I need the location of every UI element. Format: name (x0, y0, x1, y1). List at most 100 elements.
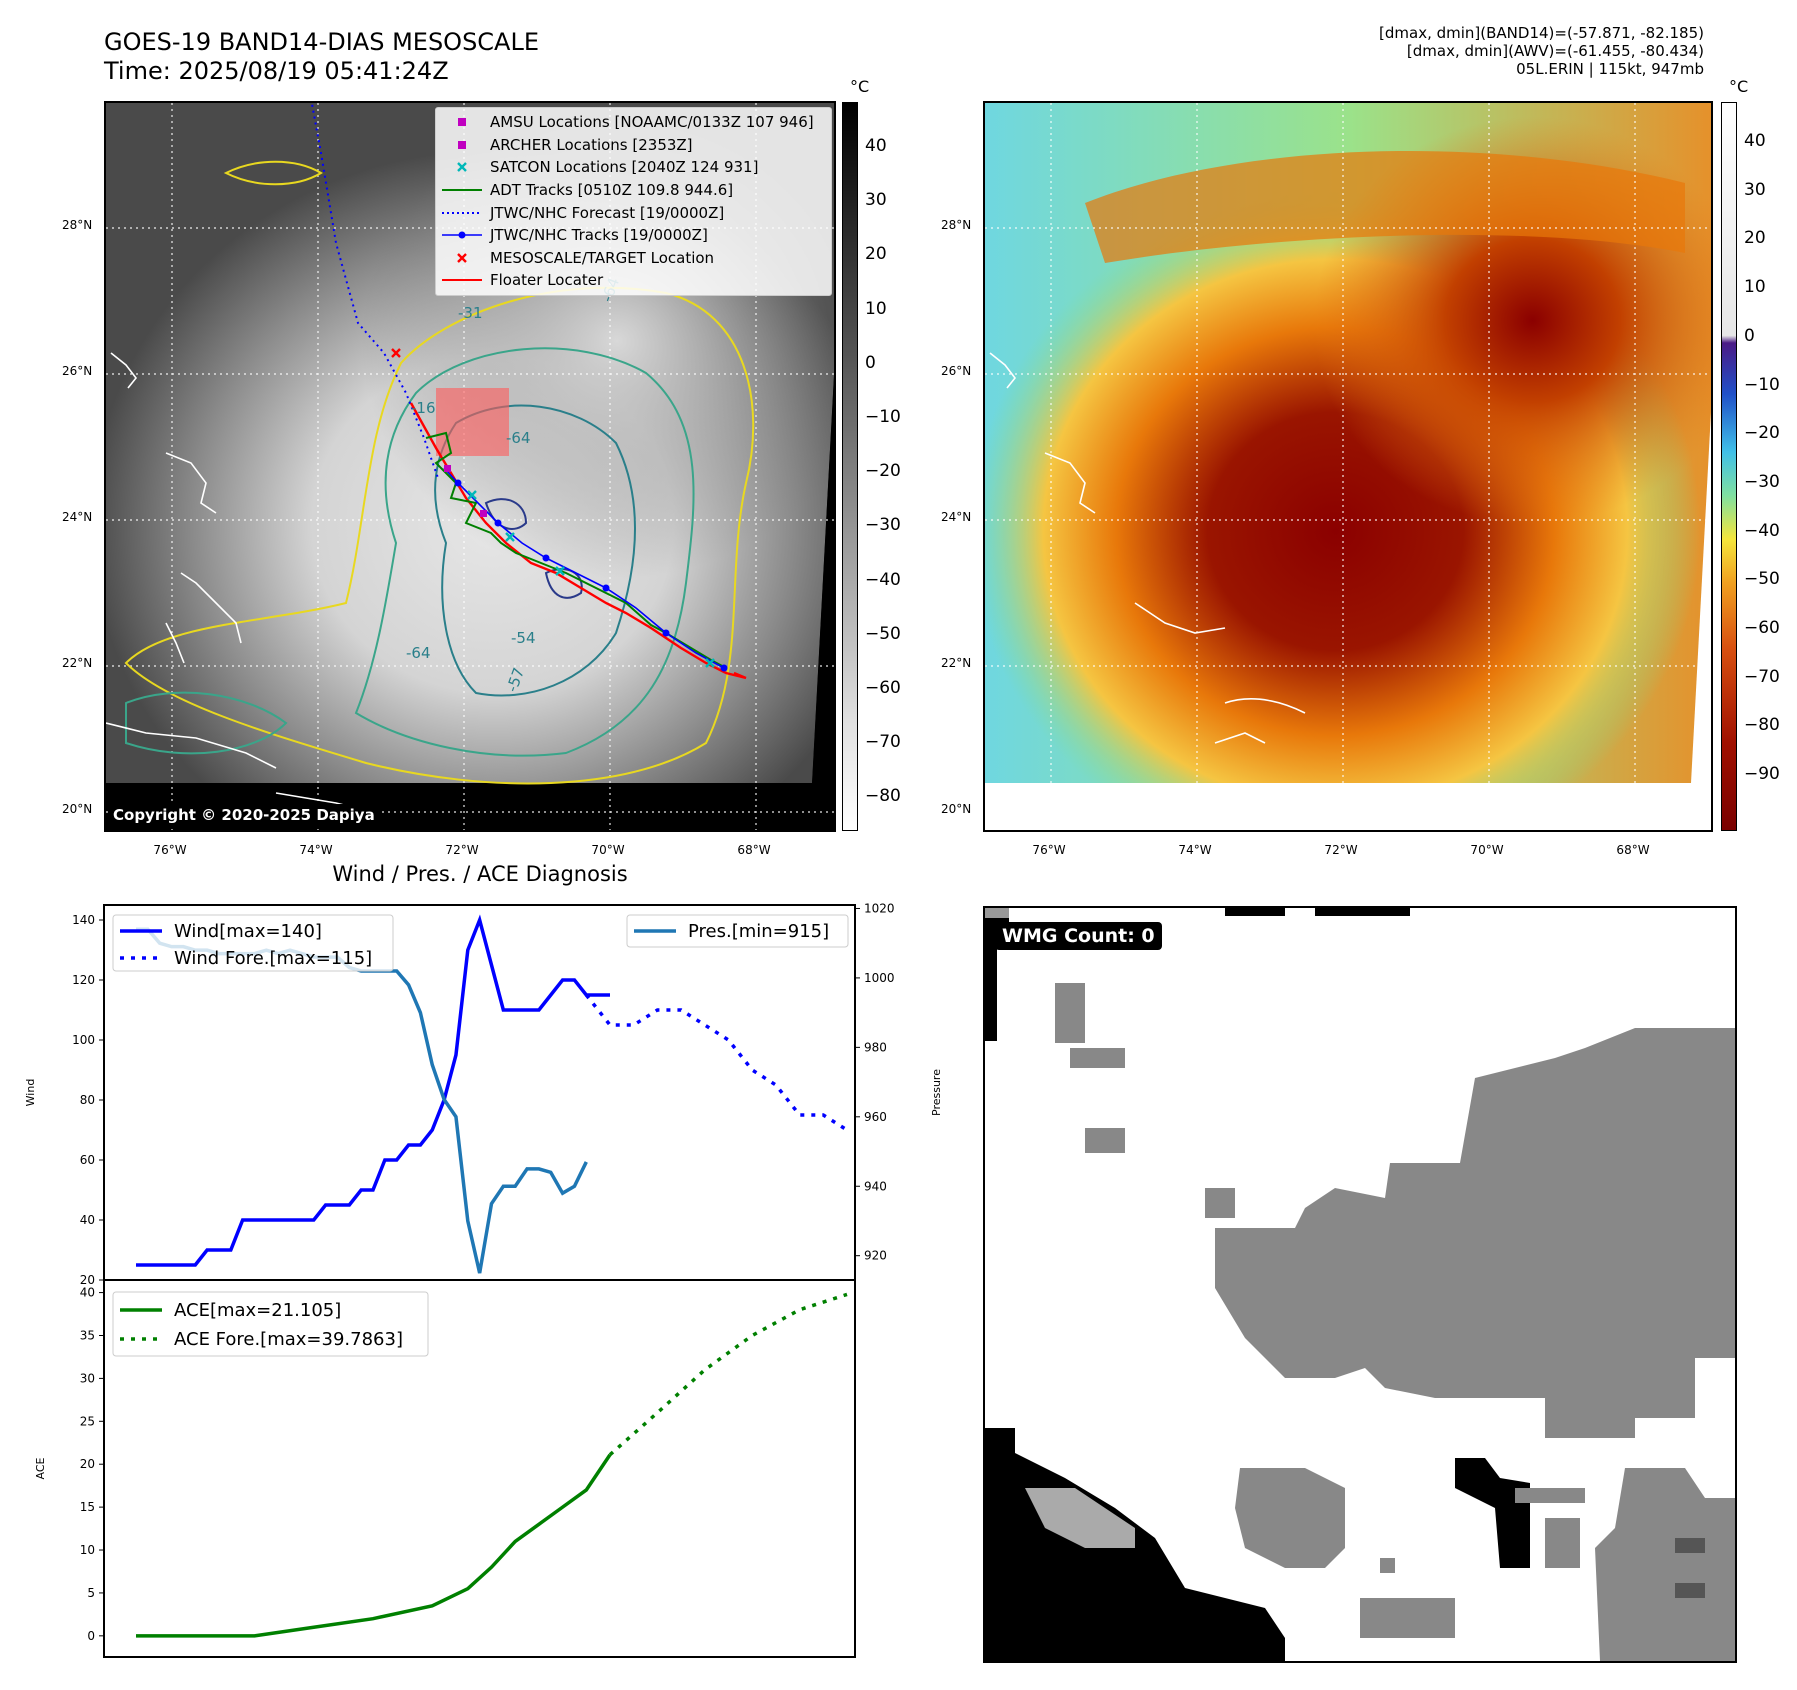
diagnosis-chart: 2040608010012014092094096098010001020Win… (24, 901, 943, 1658)
legend-label: ACE Fore.[max=39.7863] (174, 1329, 403, 1350)
y-tick-label: 140 (72, 913, 95, 927)
lon-tick-label: 76°W (1032, 843, 1066, 857)
lat-tick-label: 24°N (62, 510, 93, 524)
lat-tick-label: 20°N (62, 802, 93, 816)
lon-tick-label: 72°W (445, 843, 479, 857)
ir-color-map-canvas (985, 103, 1711, 830)
y-tick-label: 60 (80, 1153, 95, 1167)
y-tick-label: 40 (80, 1213, 95, 1227)
lon-tick-label: 74°W (299, 843, 333, 857)
y-tick-label: 40 (80, 1286, 95, 1300)
legend-swatch (442, 160, 482, 174)
colorbar-color-tick: −50 (1744, 569, 1780, 590)
contour-label: -54 (511, 629, 536, 647)
ir-grayscale-map: -31 -64 -16 -64 -54 -64 -57 Copyright © … (104, 101, 836, 832)
colorbar-gray-tick: −80 (865, 786, 901, 807)
pres-legend-box (626, 914, 849, 948)
lat-tick-label: 24°N (941, 510, 972, 524)
lat-tick-label: 22°N (941, 656, 972, 670)
lat-tick-label: 26°N (941, 364, 972, 378)
colorbar-color-tick: −40 (1744, 520, 1780, 541)
colorbar-gray (842, 102, 858, 831)
y-tick-label: 25 (80, 1414, 95, 1428)
y-tick-label: 0 (87, 1629, 95, 1643)
colorbar-color-tick: 0 (1744, 325, 1755, 346)
copyright-badge: Copyright © 2020-2025 Dapiya (108, 804, 380, 826)
lat-tick-label: 22°N (62, 656, 93, 670)
lat-tick-label: 20°N (941, 802, 972, 816)
legend-swatch (442, 115, 482, 129)
y-tick-label: 120 (72, 973, 95, 987)
legend-swatch (442, 206, 482, 220)
legend-label: Wind[max=140] (174, 921, 322, 942)
colorbar-color-tick: −60 (1744, 618, 1780, 638)
colorbar-color-tick: −80 (1744, 715, 1780, 736)
map-legend: AMSU Locations [NOAAMC/0133Z 107 946] ARC… (435, 107, 832, 296)
legend-entry: JTWC/NHC Tracks [19/0000Z] (436, 224, 831, 247)
colorbar-color-tick: −90 (1744, 764, 1780, 785)
legend-swatch (442, 251, 482, 265)
lon-tick-label: 70°W (591, 843, 625, 857)
plot-title: GOES-19 BAND14-DIAS MESOSCALE Time: 2025… (104, 28, 539, 86)
diagnosis-title: Wind / Pres. / ACE Diagnosis (332, 862, 628, 886)
contour-label: -16 (411, 399, 436, 417)
legend-entry: ARCHER Locations [2353Z] (436, 134, 831, 157)
series-line-wind (136, 914, 610, 1267)
lon-tick-label: 68°W (737, 843, 771, 857)
legend-label: AMSU Locations [NOAAMC/0133Z 107 946] (490, 113, 814, 132)
y2-tick-label: 980 (864, 1040, 887, 1054)
colorbar-gray-tick: −10 (865, 407, 901, 427)
colorbar-gray-tick: 10 (865, 298, 887, 319)
legend-entry: ADT Tracks [0510Z 109.8 944.6] (436, 179, 831, 202)
colorbar-gray-tick: −20 (865, 461, 901, 482)
series-line-wind-forecast (584, 993, 848, 1132)
wmg-panel: WMG Count: 0 (983, 906, 1737, 1663)
colorbar-gray-unit: °C (850, 77, 870, 96)
colorbar-color-tick: −30 (1744, 471, 1780, 492)
y-tick-label: 35 (80, 1328, 95, 1342)
legend-swatch (442, 228, 482, 242)
wmg-grid (985, 908, 1735, 1661)
lat-tick-label: 28°N (62, 218, 93, 232)
colorbar-color-tick: 30 (1744, 179, 1766, 200)
colorbar-gray-tick: −60 (865, 678, 901, 698)
lat-tick-label: 28°N (941, 218, 972, 232)
colorbar-color-tick: 40 (1744, 131, 1766, 151)
ace-panel-frame (103, 1279, 856, 1658)
title-line-2: Time: 2025/08/19 05:41:24Z (104, 57, 449, 85)
legend-entry: MESOSCALE/TARGET Location (436, 247, 831, 270)
colorbar-color (1721, 102, 1737, 831)
colorbar-gray-tick: −30 (865, 515, 901, 536)
lon-tick-label: 68°W (1616, 843, 1650, 857)
ir-color-map (983, 101, 1713, 832)
y2-axis-label: Pressure (930, 1069, 943, 1116)
series-line-ace-forecast (608, 1292, 848, 1457)
lon-tick-label: 76°W (153, 843, 187, 857)
y-axis-label: ACE (34, 1457, 47, 1479)
wmg-count-badge: WMG Count: 0 (995, 922, 1162, 950)
lon-tick-label: 70°W (1470, 843, 1504, 857)
y-tick-label: 15 (80, 1500, 95, 1514)
legend-swatch (442, 138, 482, 152)
colorbar-color-unit: °C (1729, 77, 1749, 96)
legend-label: JTWC/NHC Forecast [19/0000Z] (490, 203, 725, 222)
colorbar-color-tick: −20 (1744, 423, 1780, 444)
y-tick-label: 100 (72, 1033, 95, 1047)
contour-label: -31 (458, 304, 483, 322)
colorbar-color-tick: −70 (1744, 666, 1780, 687)
y-axis-label: Wind (24, 1079, 37, 1107)
legend-label: ADT Tracks [0510Z 109.8 944.6] (490, 181, 734, 200)
info-line-3: 05L.ERIN | 115kt, 947mb (1516, 60, 1704, 78)
y-tick-label: 30 (80, 1371, 95, 1385)
y2-tick-label: 1020 (864, 901, 895, 915)
series-line-ace (136, 1453, 612, 1638)
lon-tick-label: 72°W (1324, 843, 1358, 857)
legend-label: JTWC/NHC Tracks [19/0000Z] (490, 226, 708, 245)
y-tick-label: 10 (80, 1543, 95, 1557)
colorbar-gray-tick: −40 (865, 569, 901, 590)
y2-tick-label: 960 (864, 1110, 887, 1124)
legend-entry: JTWC/NHC Forecast [19/0000Z] (436, 201, 831, 224)
colorbar-gray-tick: −50 (865, 623, 901, 644)
legend-swatch (442, 273, 482, 287)
legend-entry: SATCON Locations [2040Z 124 931] (436, 156, 831, 179)
